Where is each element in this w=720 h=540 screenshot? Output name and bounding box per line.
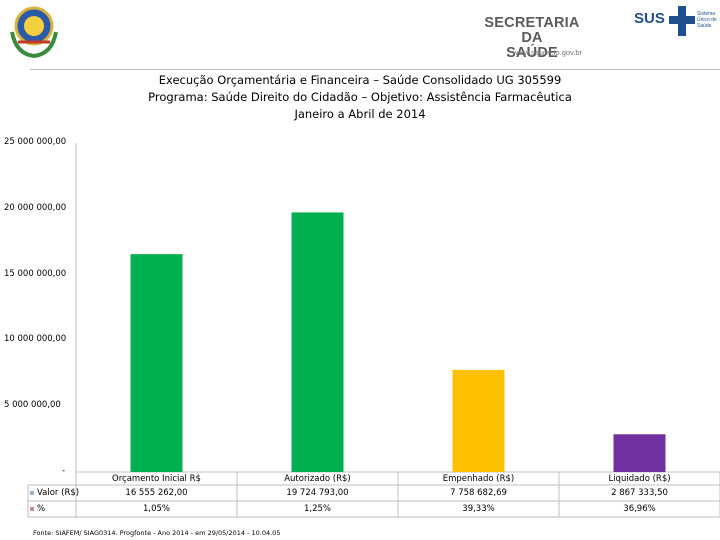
- secretaria-title: SECRETARIA DA SAÚDE: [482, 16, 582, 61]
- header-divider: [30, 69, 720, 70]
- legend-swatch: [30, 506, 34, 511]
- y-tick-label: 5 000 000,00: [4, 400, 61, 411]
- legend-entry: %: [30, 504, 45, 514]
- secretaria-line-2: SAÚDE: [506, 45, 558, 61]
- bar-1: [130, 254, 183, 472]
- source-footnote: Fonte: SIAFEM/ SIAG0314. Progfonte - Ano…: [33, 529, 281, 537]
- chart-title: Execução Orçamentária e Financeira – Saú…: [100, 72, 620, 123]
- chart-title-line-2: Programa: Saúde Direito do Cidadão – Obj…: [148, 90, 572, 104]
- y-tick-label: 25 000 000,00: [4, 137, 67, 147]
- value-cell: 2 867 333,50: [611, 488, 668, 498]
- bar-3: [452, 369, 505, 472]
- percent-cell: 39,33%: [462, 504, 495, 514]
- y-tick-label: -: [62, 466, 66, 476]
- value-cell: 16 555 262,00: [125, 488, 188, 498]
- y-tick-label: 10 000 000,00: [4, 334, 67, 345]
- legend-label: Valor (R$): [37, 488, 80, 498]
- y-tick-label: 20 000 000,00: [4, 202, 67, 213]
- category-label: Liquidado (R$): [608, 474, 671, 484]
- category-label: Empenhado (R$): [442, 474, 515, 484]
- chart-title-line-3: Janeiro a Abril de 2014: [294, 107, 426, 121]
- website-url: www.saude.to.gov.br: [512, 48, 582, 57]
- category-label: Autorizado (R$): [284, 474, 351, 484]
- bar-4: [613, 434, 666, 472]
- legend-entry: Valor (R$): [30, 488, 79, 498]
- legend-swatch: [30, 490, 34, 495]
- legend-label: %: [37, 504, 46, 514]
- percent-cell: 36,96%: [623, 504, 656, 514]
- percent-cell: 1,05%: [142, 504, 170, 514]
- value-cell: 7 758 682,69: [450, 488, 507, 498]
- state-coat-of-arms-logo: [2, 2, 66, 62]
- bar-2: [291, 212, 344, 472]
- sus-logo-text: SUS: [634, 10, 665, 27]
- category-label: Orçamento Inicial R$: [112, 474, 201, 484]
- y-tick-label: 15 000 000,00: [4, 268, 67, 279]
- value-cell: 19 724 793,00: [286, 488, 349, 498]
- chart-title-line-1: Execução Orçamentária e Financeira – Saú…: [158, 73, 562, 87]
- secretaria-line-1: SECRETARIA DA: [484, 15, 580, 46]
- percent-cell: 1,25%: [303, 504, 331, 514]
- sus-cross-icon: [667, 4, 697, 38]
- sus-tagline: Sistema Único de Saúde: [697, 11, 717, 29]
